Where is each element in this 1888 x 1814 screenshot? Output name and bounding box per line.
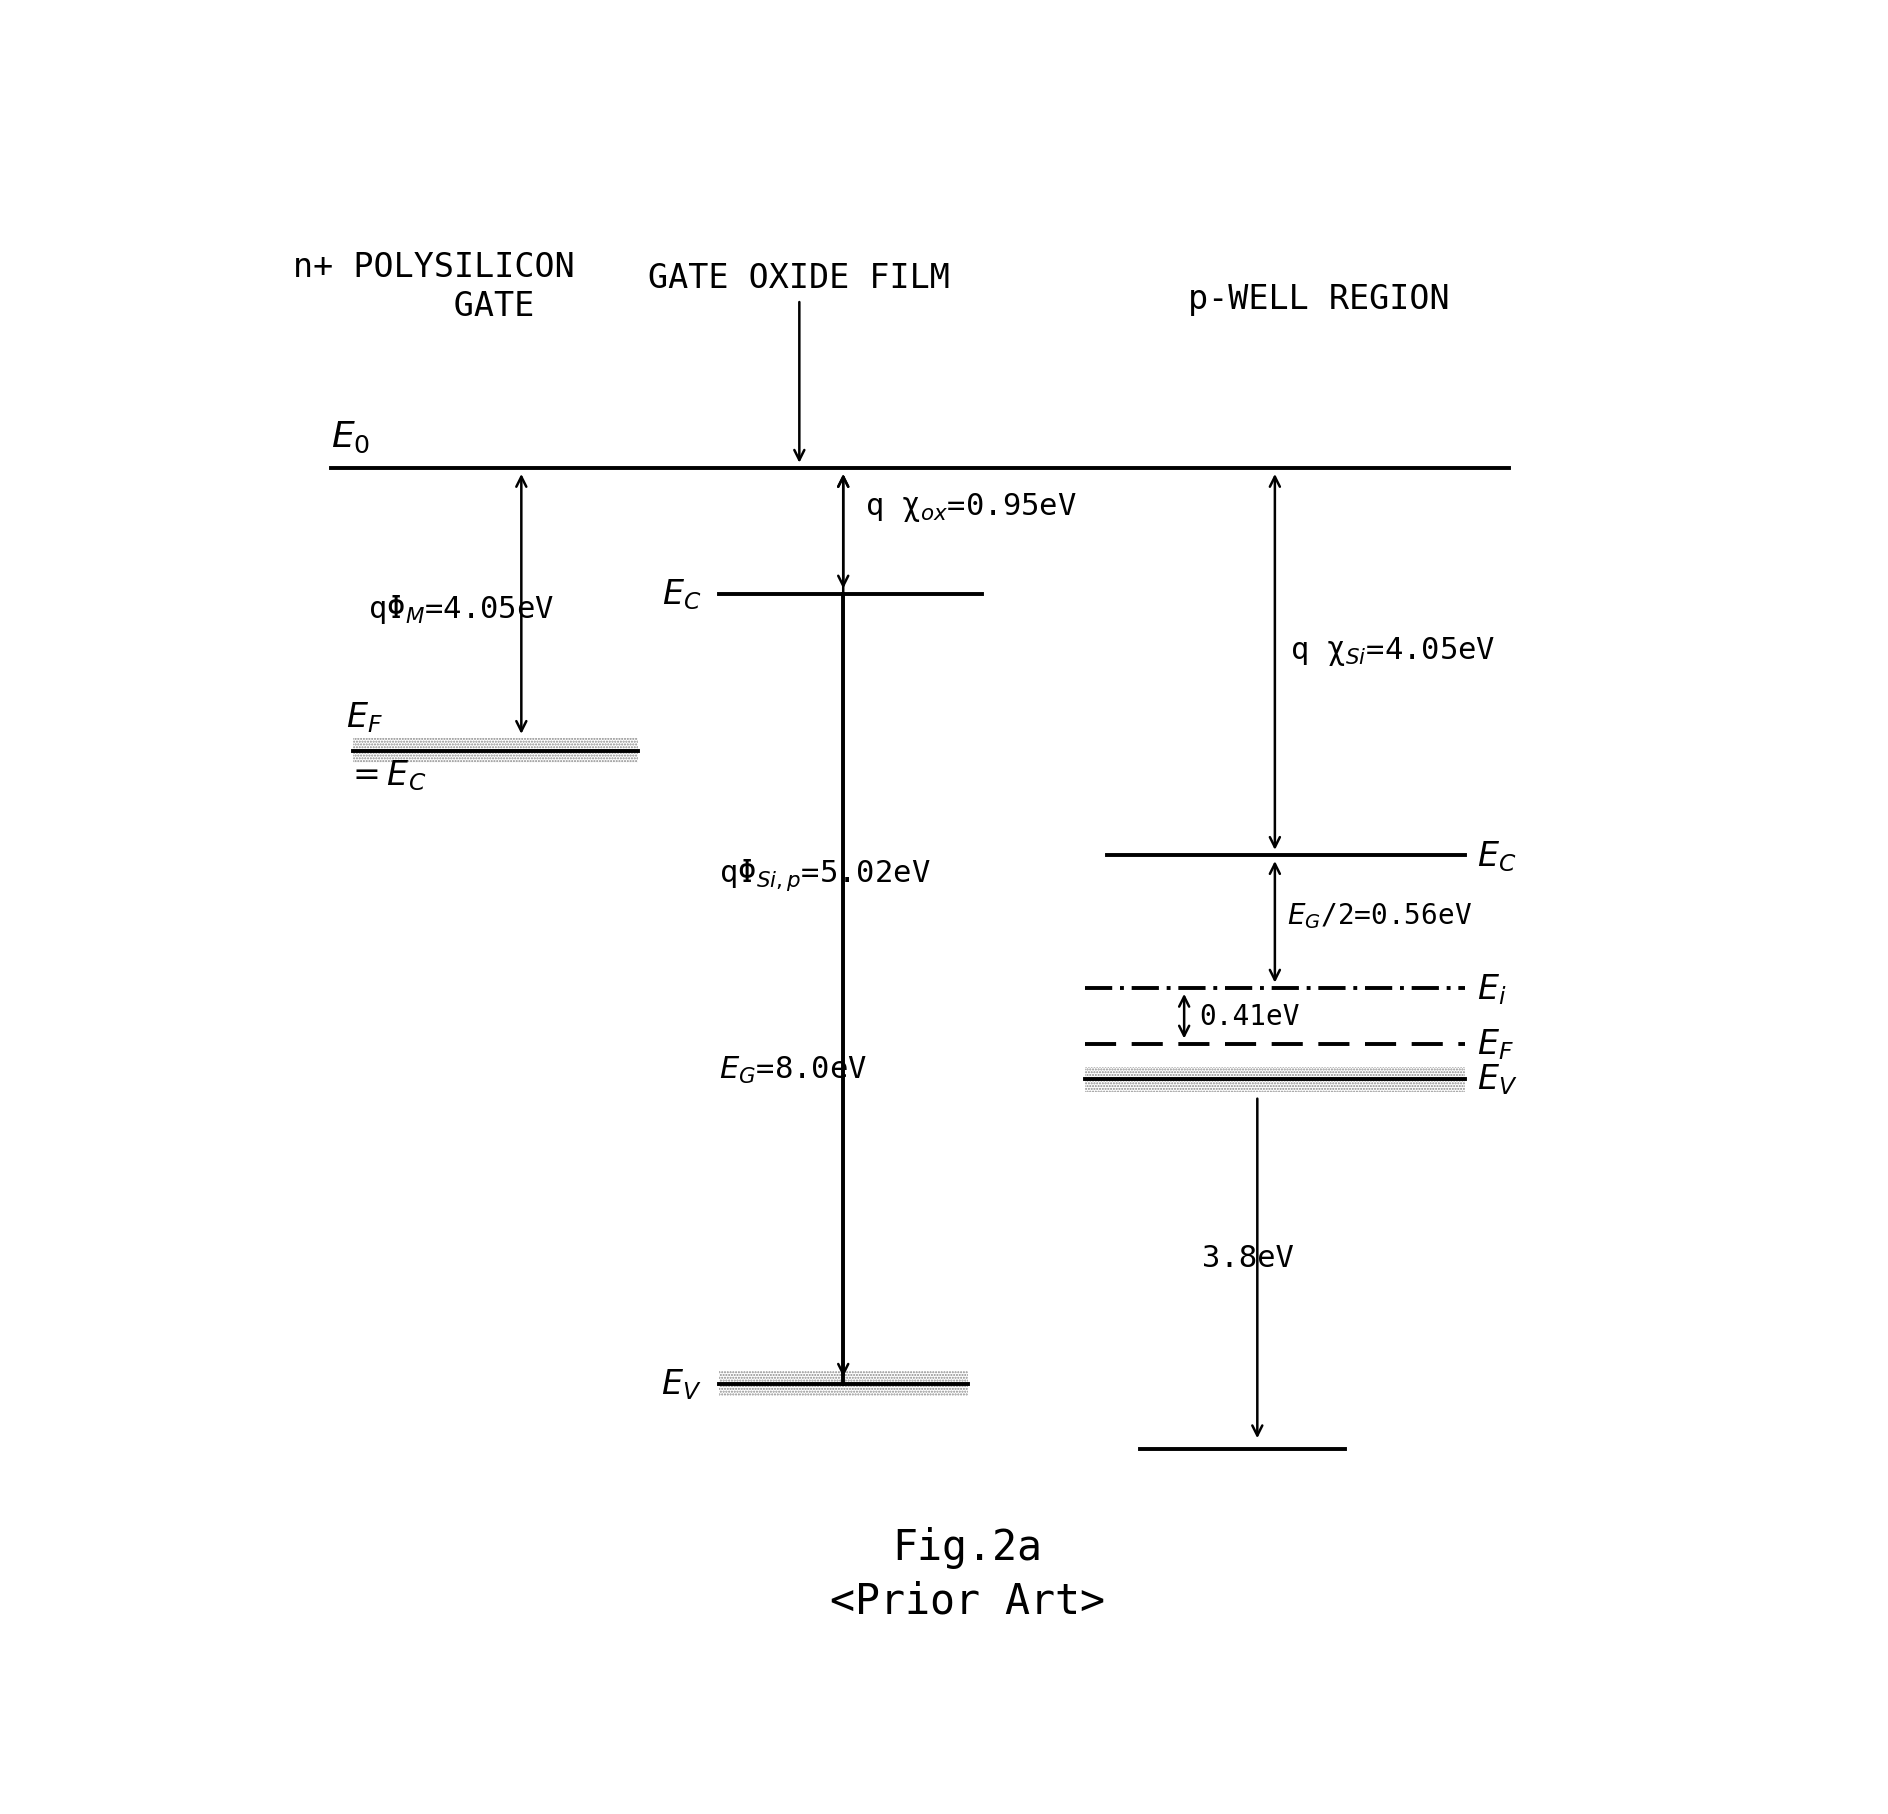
Text: q χ$_{Si}$=4.05eV: q χ$_{Si}$=4.05eV xyxy=(1290,635,1495,668)
Text: $=E_C$: $=E_C$ xyxy=(346,758,427,793)
Bar xyxy=(719,1371,967,1397)
Text: $E_C$: $E_C$ xyxy=(1476,838,1516,873)
Text: GATE OXIDE FILM: GATE OXIDE FILM xyxy=(648,261,950,294)
Bar xyxy=(353,738,638,764)
Text: $E_V$: $E_V$ xyxy=(1476,1063,1518,1097)
Text: 3.8eV: 3.8eV xyxy=(1201,1244,1293,1273)
Text: n+ POLYSILICON
      GATE: n+ POLYSILICON GATE xyxy=(293,252,574,323)
Text: $E_G$=8.0eV: $E_G$=8.0eV xyxy=(719,1054,867,1085)
Text: qΦ$_{Si,p}$=5.02eV: qΦ$_{Si,p}$=5.02eV xyxy=(719,856,931,892)
Text: qΦ$_M$=4.05eV: qΦ$_M$=4.05eV xyxy=(368,593,553,626)
Text: Fig.2a: Fig.2a xyxy=(893,1526,1042,1569)
Text: <Prior Art>: <Prior Art> xyxy=(831,1580,1104,1622)
Text: $E_0$: $E_0$ xyxy=(330,419,370,455)
Text: $E_F$: $E_F$ xyxy=(1476,1027,1514,1061)
Text: p-WELL REGION: p-WELL REGION xyxy=(1188,283,1450,316)
Text: $E_C$: $E_C$ xyxy=(663,577,700,611)
Text: $E_G$/2=0.56eV: $E_G$/2=0.56eV xyxy=(1286,902,1471,931)
Text: q χ$_{ox}$=0.95eV: q χ$_{ox}$=0.95eV xyxy=(865,490,1076,522)
Text: $E_F$: $E_F$ xyxy=(346,700,383,735)
Text: $E_i$: $E_i$ xyxy=(1476,970,1507,1007)
Text: 0.41eV: 0.41eV xyxy=(1199,1003,1299,1030)
Bar xyxy=(1084,1067,1465,1092)
Text: $E_V$: $E_V$ xyxy=(661,1366,700,1402)
